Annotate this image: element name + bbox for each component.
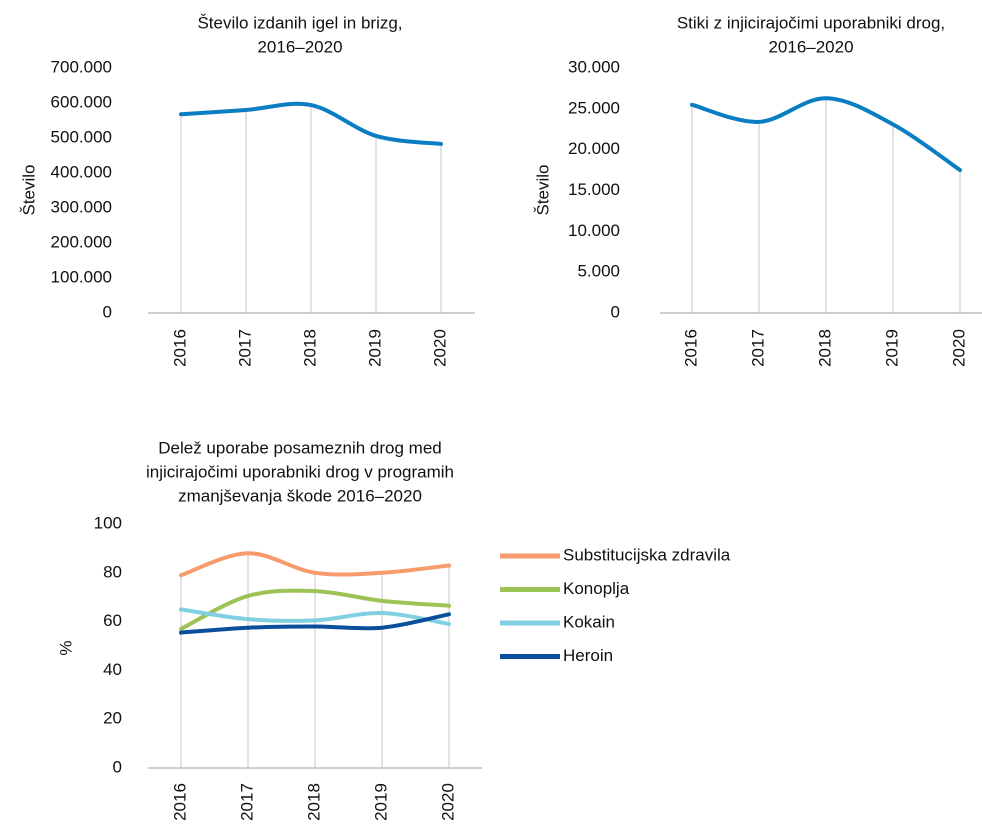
legend-label: Heroin: [563, 646, 613, 665]
y-axis-label: %: [56, 640, 75, 655]
y-tick-label: 60: [103, 611, 122, 630]
y-axis-label: Število: [19, 164, 38, 215]
legend-label: Substitucijska zdravila: [563, 545, 731, 564]
y-tick-label: 30.000: [568, 57, 620, 76]
y-tick-label: 100: [94, 513, 122, 532]
x-tick-label: 2016: [170, 329, 189, 367]
y-tick-label: 15.000: [568, 180, 620, 199]
x-tick-label: 2018: [300, 329, 319, 367]
x-tick-label: 2019: [882, 329, 901, 367]
line-series: [690, 96, 962, 173]
y-tick-label: 500.000: [51, 127, 112, 146]
y-tick-label: 10.000: [568, 221, 620, 240]
x-tick-label: 2018: [815, 329, 834, 367]
chart-title: 2016–2020: [768, 37, 853, 56]
chart-title: zmanjševanja škode 2016–2020: [178, 486, 422, 505]
y-tick-label: 300.000: [51, 197, 112, 216]
y-tick-label: 700.000: [51, 57, 112, 76]
y-tick-label: 100.000: [51, 267, 112, 286]
y-tick-label: 600.000: [51, 92, 112, 111]
line-series: [179, 607, 451, 627]
y-tick-label: 20: [103, 709, 122, 728]
y-tick-label: 400.000: [51, 162, 112, 181]
y-tick-label: 200.000: [51, 232, 112, 251]
y-tick-label: 80: [103, 562, 122, 581]
legend-label: Kokain: [563, 612, 615, 631]
line-series: [179, 612, 451, 635]
x-tick-label: 2016: [170, 783, 189, 821]
x-tick-label: 2018: [304, 783, 323, 821]
chart-title: Delež uporabe posameznih drog med: [158, 438, 442, 457]
x-tick-label: 2020: [430, 329, 449, 367]
chart-title: 2016–2020: [257, 37, 342, 56]
x-tick-label: 2019: [365, 329, 384, 367]
x-tick-label: 2020: [438, 783, 457, 821]
y-tick-label: 0: [611, 302, 620, 321]
y-tick-label: 25.000: [568, 98, 620, 117]
line-series: [179, 588, 451, 631]
y-tick-label: 0: [103, 302, 112, 321]
y-axis-label: Število: [533, 164, 552, 215]
chart-title: injicirajočimi uporabniki drog v program…: [146, 462, 454, 481]
y-tick-label: 0: [113, 757, 122, 776]
x-tick-label: 2016: [681, 329, 700, 367]
chart-title: Stiki z injicirajočimi uporabniki drog,: [677, 13, 945, 32]
line-series: [179, 101, 443, 146]
line-series: [179, 551, 451, 578]
x-tick-label: 2019: [371, 783, 390, 821]
legend-label: Konoplja: [563, 579, 630, 598]
y-tick-label: 20.000: [568, 139, 620, 158]
x-tick-label: 2017: [235, 329, 254, 367]
x-tick-label: 2020: [949, 329, 968, 367]
y-tick-label: 5.000: [577, 262, 620, 281]
x-tick-label: 2017: [237, 783, 256, 821]
chart-title: Število izdanih igel in brizg,: [197, 13, 402, 32]
x-tick-label: 2017: [748, 329, 767, 367]
y-tick-label: 40: [103, 660, 122, 679]
